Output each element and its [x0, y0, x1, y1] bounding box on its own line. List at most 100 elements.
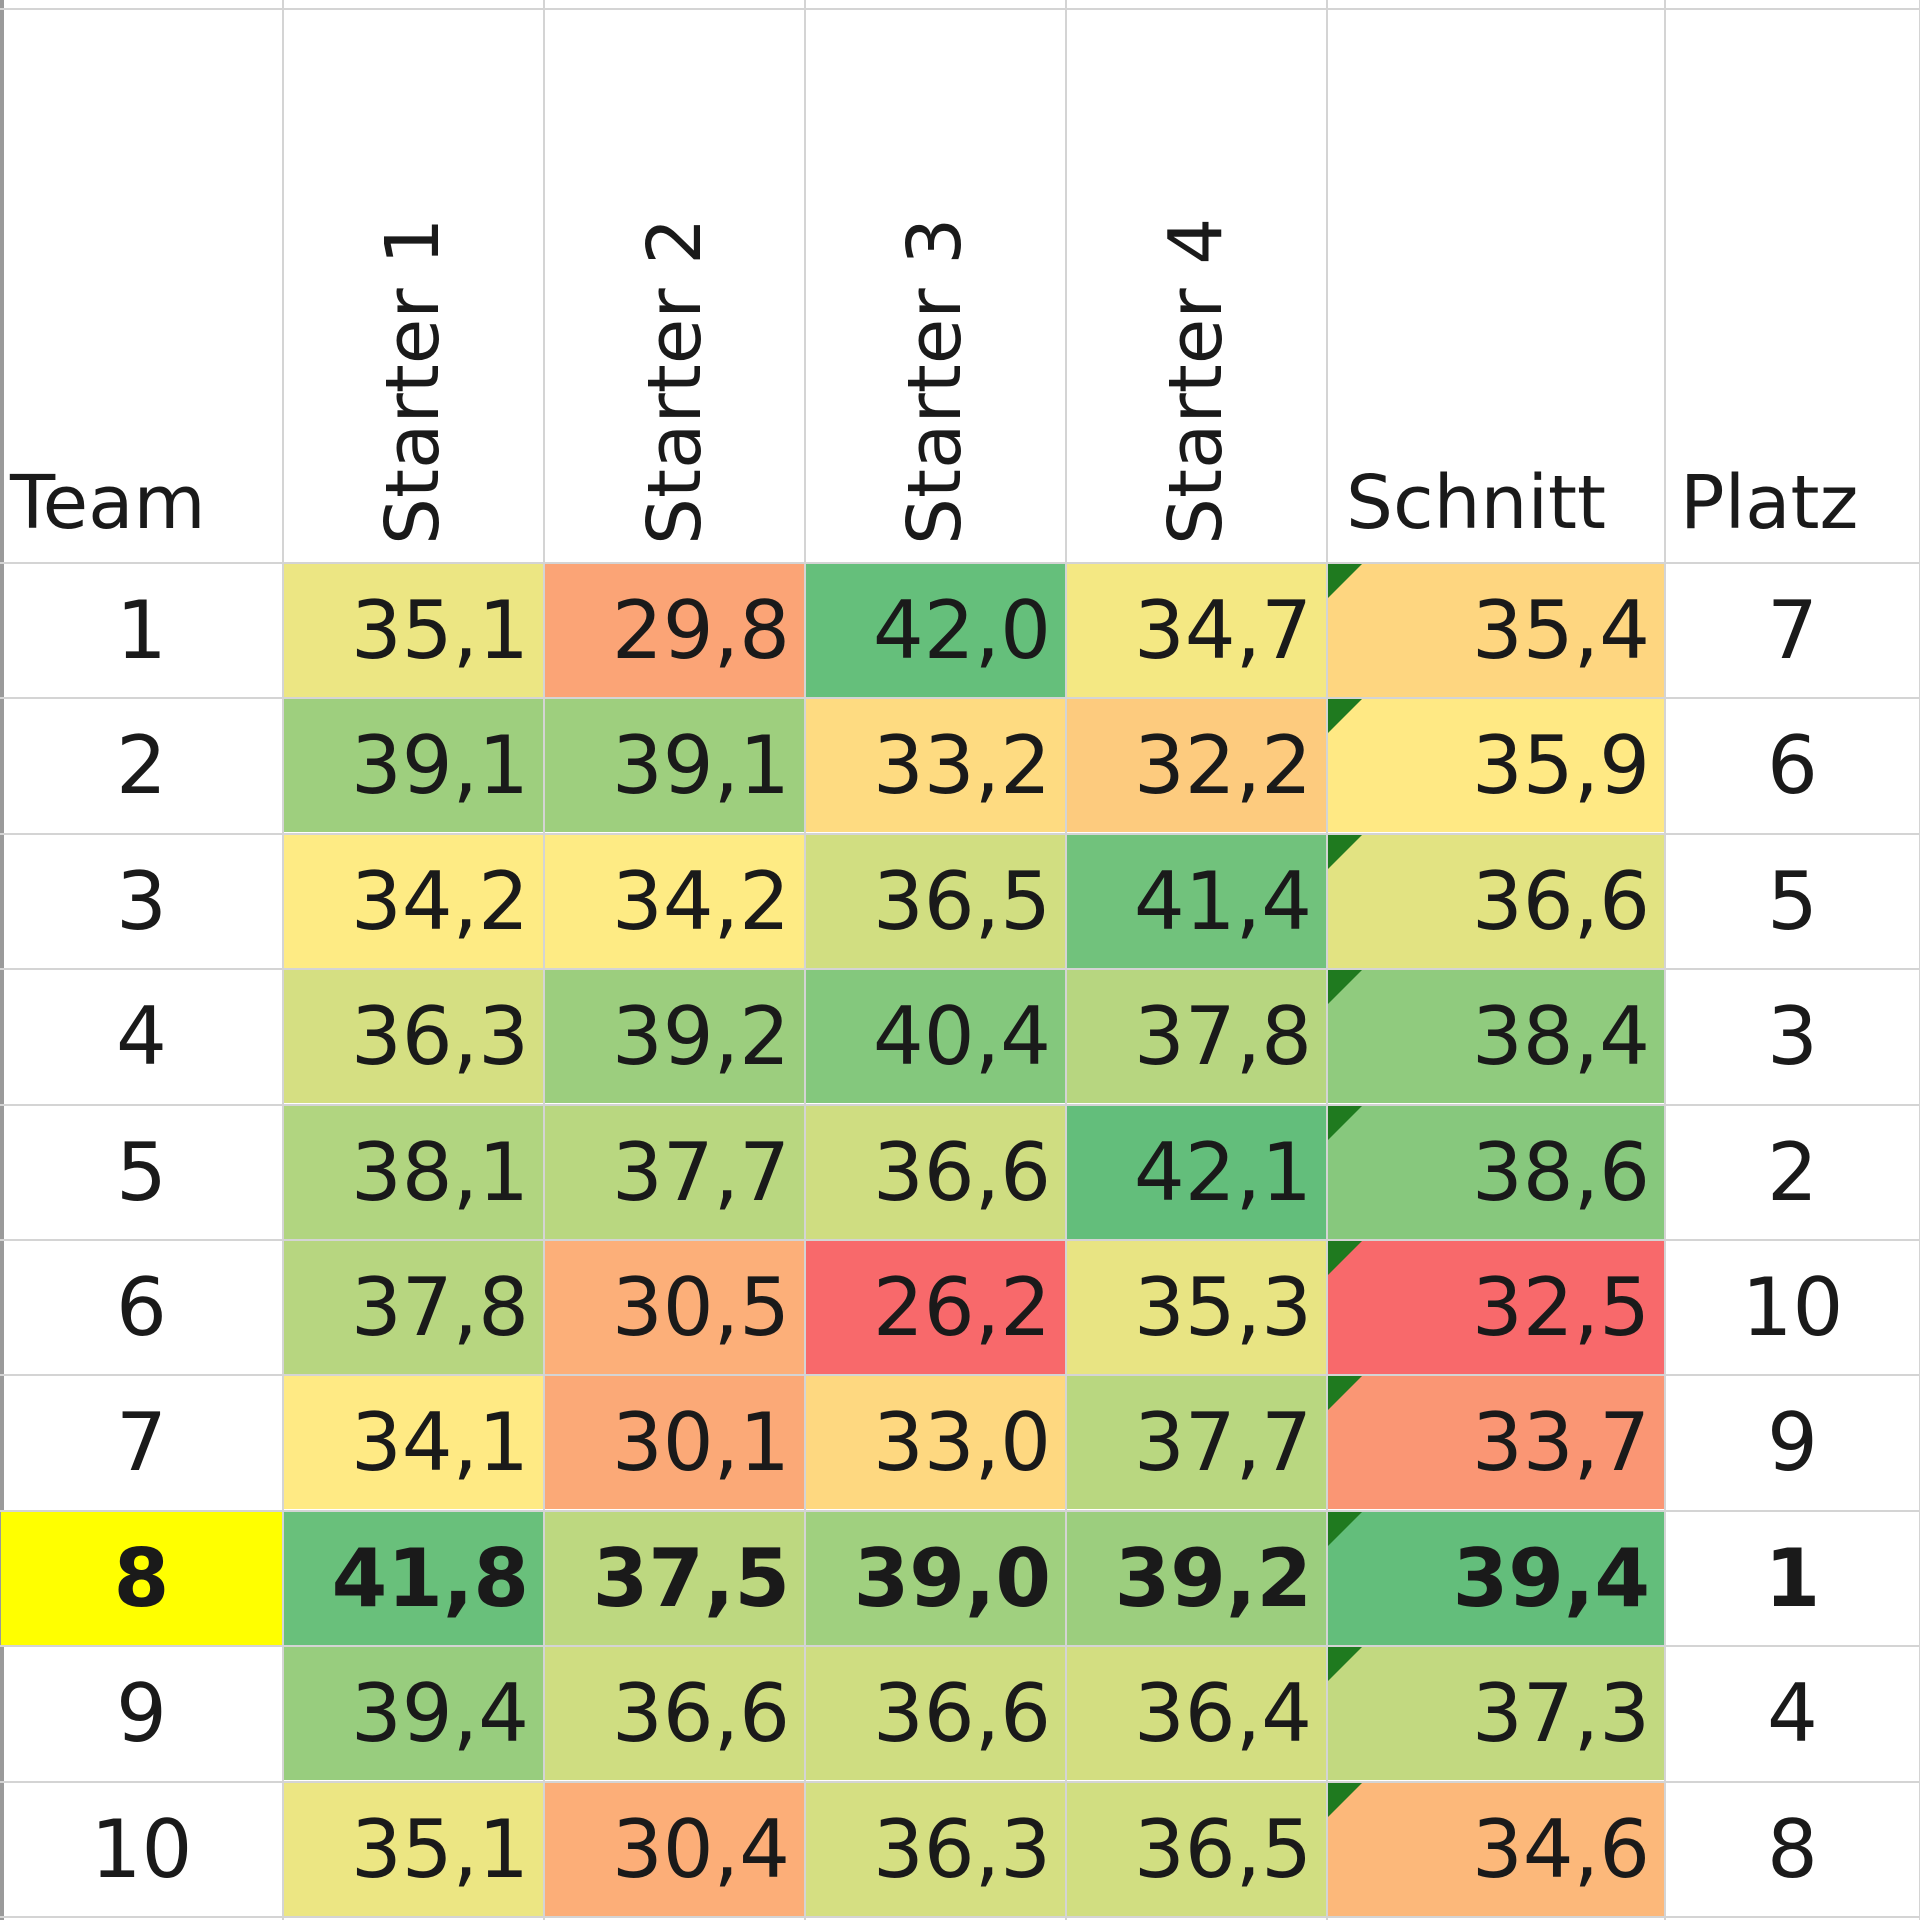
schnitt-cell[interactable]: 39,4	[1328, 1512, 1664, 1645]
header-team[interactable]: Team	[10, 460, 206, 546]
starter-1-cell[interactable]: 34,1	[284, 1376, 543, 1509]
header-schnitt[interactable]: Schnitt	[1346, 460, 1607, 546]
column-gridline	[543, 0, 545, 1920]
error-indicator-icon	[1328, 970, 1362, 1004]
schnitt-cell[interactable]: 36,6	[1328, 835, 1664, 968]
schnitt-cell[interactable]: 34,6	[1328, 1783, 1664, 1916]
platz-cell[interactable]: 6	[1767, 718, 1818, 812]
header-starter-3[interactable]: Starter 3	[892, 217, 978, 545]
starter-4-cell[interactable]: 39,2	[1067, 1512, 1326, 1645]
starter-4-cell[interactable]: 36,5	[1067, 1783, 1326, 1916]
starter-3-cell[interactable]: 36,6	[806, 1647, 1065, 1780]
starter-4-cell[interactable]: 36,4	[1067, 1647, 1326, 1780]
starter-4-cell[interactable]: 32,2	[1067, 699, 1326, 832]
platz-cell[interactable]: 5	[1767, 854, 1818, 948]
schnitt-cell[interactable]: 33,7	[1328, 1376, 1664, 1509]
starter-4-cell[interactable]: 34,7	[1067, 564, 1326, 697]
row-gridline	[0, 968, 1920, 970]
header-platz[interactable]: Platz	[1680, 460, 1859, 546]
schnitt-cell[interactable]: 35,9	[1328, 699, 1664, 832]
platz-cell[interactable]: 10	[1741, 1260, 1844, 1354]
team-cell[interactable]: 1	[116, 583, 167, 677]
starter-2-cell[interactable]: 34,2	[545, 835, 804, 968]
starter-3-cell[interactable]: 42,0	[806, 564, 1065, 697]
error-indicator-icon	[1328, 1106, 1362, 1140]
starter-1-cell[interactable]: 41,8	[284, 1512, 543, 1645]
team-cell[interactable]: 2	[116, 718, 167, 812]
platz-cell[interactable]: 9	[1767, 1395, 1818, 1489]
platz-cell[interactable]: 7	[1767, 583, 1818, 677]
error-indicator-icon	[1328, 1376, 1362, 1410]
platz-cell[interactable]: 8	[1767, 1802, 1818, 1896]
schnitt-cell[interactable]: 37,3	[1328, 1647, 1664, 1780]
starter-3-cell[interactable]: 26,2	[806, 1241, 1065, 1374]
starter-1-cell[interactable]: 38,1	[284, 1106, 543, 1239]
row-gridline	[0, 833, 1920, 835]
schnitt-cell[interactable]: 35,4	[1328, 564, 1664, 697]
starter-4-cell[interactable]: 37,7	[1067, 1376, 1326, 1509]
starter-3-cell[interactable]: 36,5	[806, 835, 1065, 968]
starter-1-cell[interactable]: 36,3	[284, 970, 543, 1103]
row-gridline	[0, 1239, 1920, 1241]
schnitt-cell[interactable]: 38,6	[1328, 1106, 1664, 1239]
starter-3-cell[interactable]: 39,0	[806, 1512, 1065, 1645]
starter-1-cell[interactable]: 39,4	[284, 1647, 543, 1780]
error-indicator-icon	[1328, 1241, 1362, 1275]
team-cell[interactable]: 4	[116, 989, 167, 1083]
team-cell[interactable]: 10	[90, 1802, 193, 1896]
starter-1-cell[interactable]: 35,1	[284, 1783, 543, 1916]
platz-cell[interactable]: 1	[1764, 1531, 1821, 1625]
row-gridline	[0, 1916, 1920, 1918]
error-indicator-icon	[1328, 1512, 1362, 1546]
starter-2-cell[interactable]: 39,1	[545, 699, 804, 832]
starter-4-cell[interactable]: 42,1	[1067, 1106, 1326, 1239]
starter-2-cell[interactable]: 37,7	[545, 1106, 804, 1239]
starter-1-cell[interactable]: 35,1	[284, 564, 543, 697]
starter-3-cell[interactable]: 33,0	[806, 1376, 1065, 1509]
team-cell[interactable]: 7	[116, 1395, 167, 1489]
starter-3-cell[interactable]: 36,3	[806, 1783, 1065, 1916]
starter-2-cell[interactable]: 30,1	[545, 1376, 804, 1509]
platz-cell[interactable]: 4	[1767, 1666, 1818, 1760]
row-gridline	[0, 697, 1920, 699]
team-cell[interactable]: 5	[116, 1125, 167, 1219]
starter-4-cell[interactable]: 41,4	[1067, 835, 1326, 968]
row-gridline	[0, 1104, 1920, 1106]
starter-1-cell[interactable]: 39,1	[284, 699, 543, 832]
starter-4-cell[interactable]: 35,3	[1067, 1241, 1326, 1374]
header-starter-4[interactable]: Starter 4	[1153, 217, 1239, 545]
starter-1-cell[interactable]: 37,8	[284, 1241, 543, 1374]
platz-cell[interactable]: 2	[1767, 1125, 1818, 1219]
team-cell[interactable]: 9	[116, 1666, 167, 1760]
starter-3-cell[interactable]: 33,2	[806, 699, 1065, 832]
starter-1-cell[interactable]: 34,2	[284, 835, 543, 968]
column-gridline	[1326, 0, 1328, 1920]
error-indicator-icon	[1328, 1783, 1362, 1817]
row-gridline	[0, 1510, 1920, 1512]
starter-2-cell[interactable]: 39,2	[545, 970, 804, 1103]
starter-2-cell[interactable]: 30,4	[545, 1783, 804, 1916]
starter-2-cell[interactable]: 29,8	[545, 564, 804, 697]
starter-2-cell[interactable]: 30,5	[545, 1241, 804, 1374]
starter-3-cell[interactable]: 40,4	[806, 970, 1065, 1103]
row-gridline	[0, 1374, 1920, 1376]
schnitt-cell[interactable]: 38,4	[1328, 970, 1664, 1103]
team-cell[interactable]: 8	[1, 1512, 282, 1645]
column-gridline	[0, 0, 4, 1920]
row-gridline	[0, 562, 1920, 564]
starter-3-cell[interactable]: 36,6	[806, 1106, 1065, 1239]
header-starter-2[interactable]: Starter 2	[632, 217, 718, 545]
row-gridline	[0, 8, 1920, 10]
team-cell[interactable]: 3	[116, 854, 167, 948]
starter-4-cell[interactable]: 37,8	[1067, 970, 1326, 1103]
starter-2-cell[interactable]: 37,5	[545, 1512, 804, 1645]
platz-cell[interactable]: 3	[1767, 989, 1818, 1083]
schnitt-cell[interactable]: 32,5	[1328, 1241, 1664, 1374]
team-cell[interactable]: 6	[116, 1260, 167, 1354]
error-indicator-icon	[1328, 699, 1362, 733]
row-gridline	[0, 1645, 1920, 1647]
starter-2-cell[interactable]: 36,6	[545, 1647, 804, 1780]
row-gridline	[0, 1781, 1920, 1783]
header-starter-1[interactable]: Starter 1	[370, 217, 456, 545]
